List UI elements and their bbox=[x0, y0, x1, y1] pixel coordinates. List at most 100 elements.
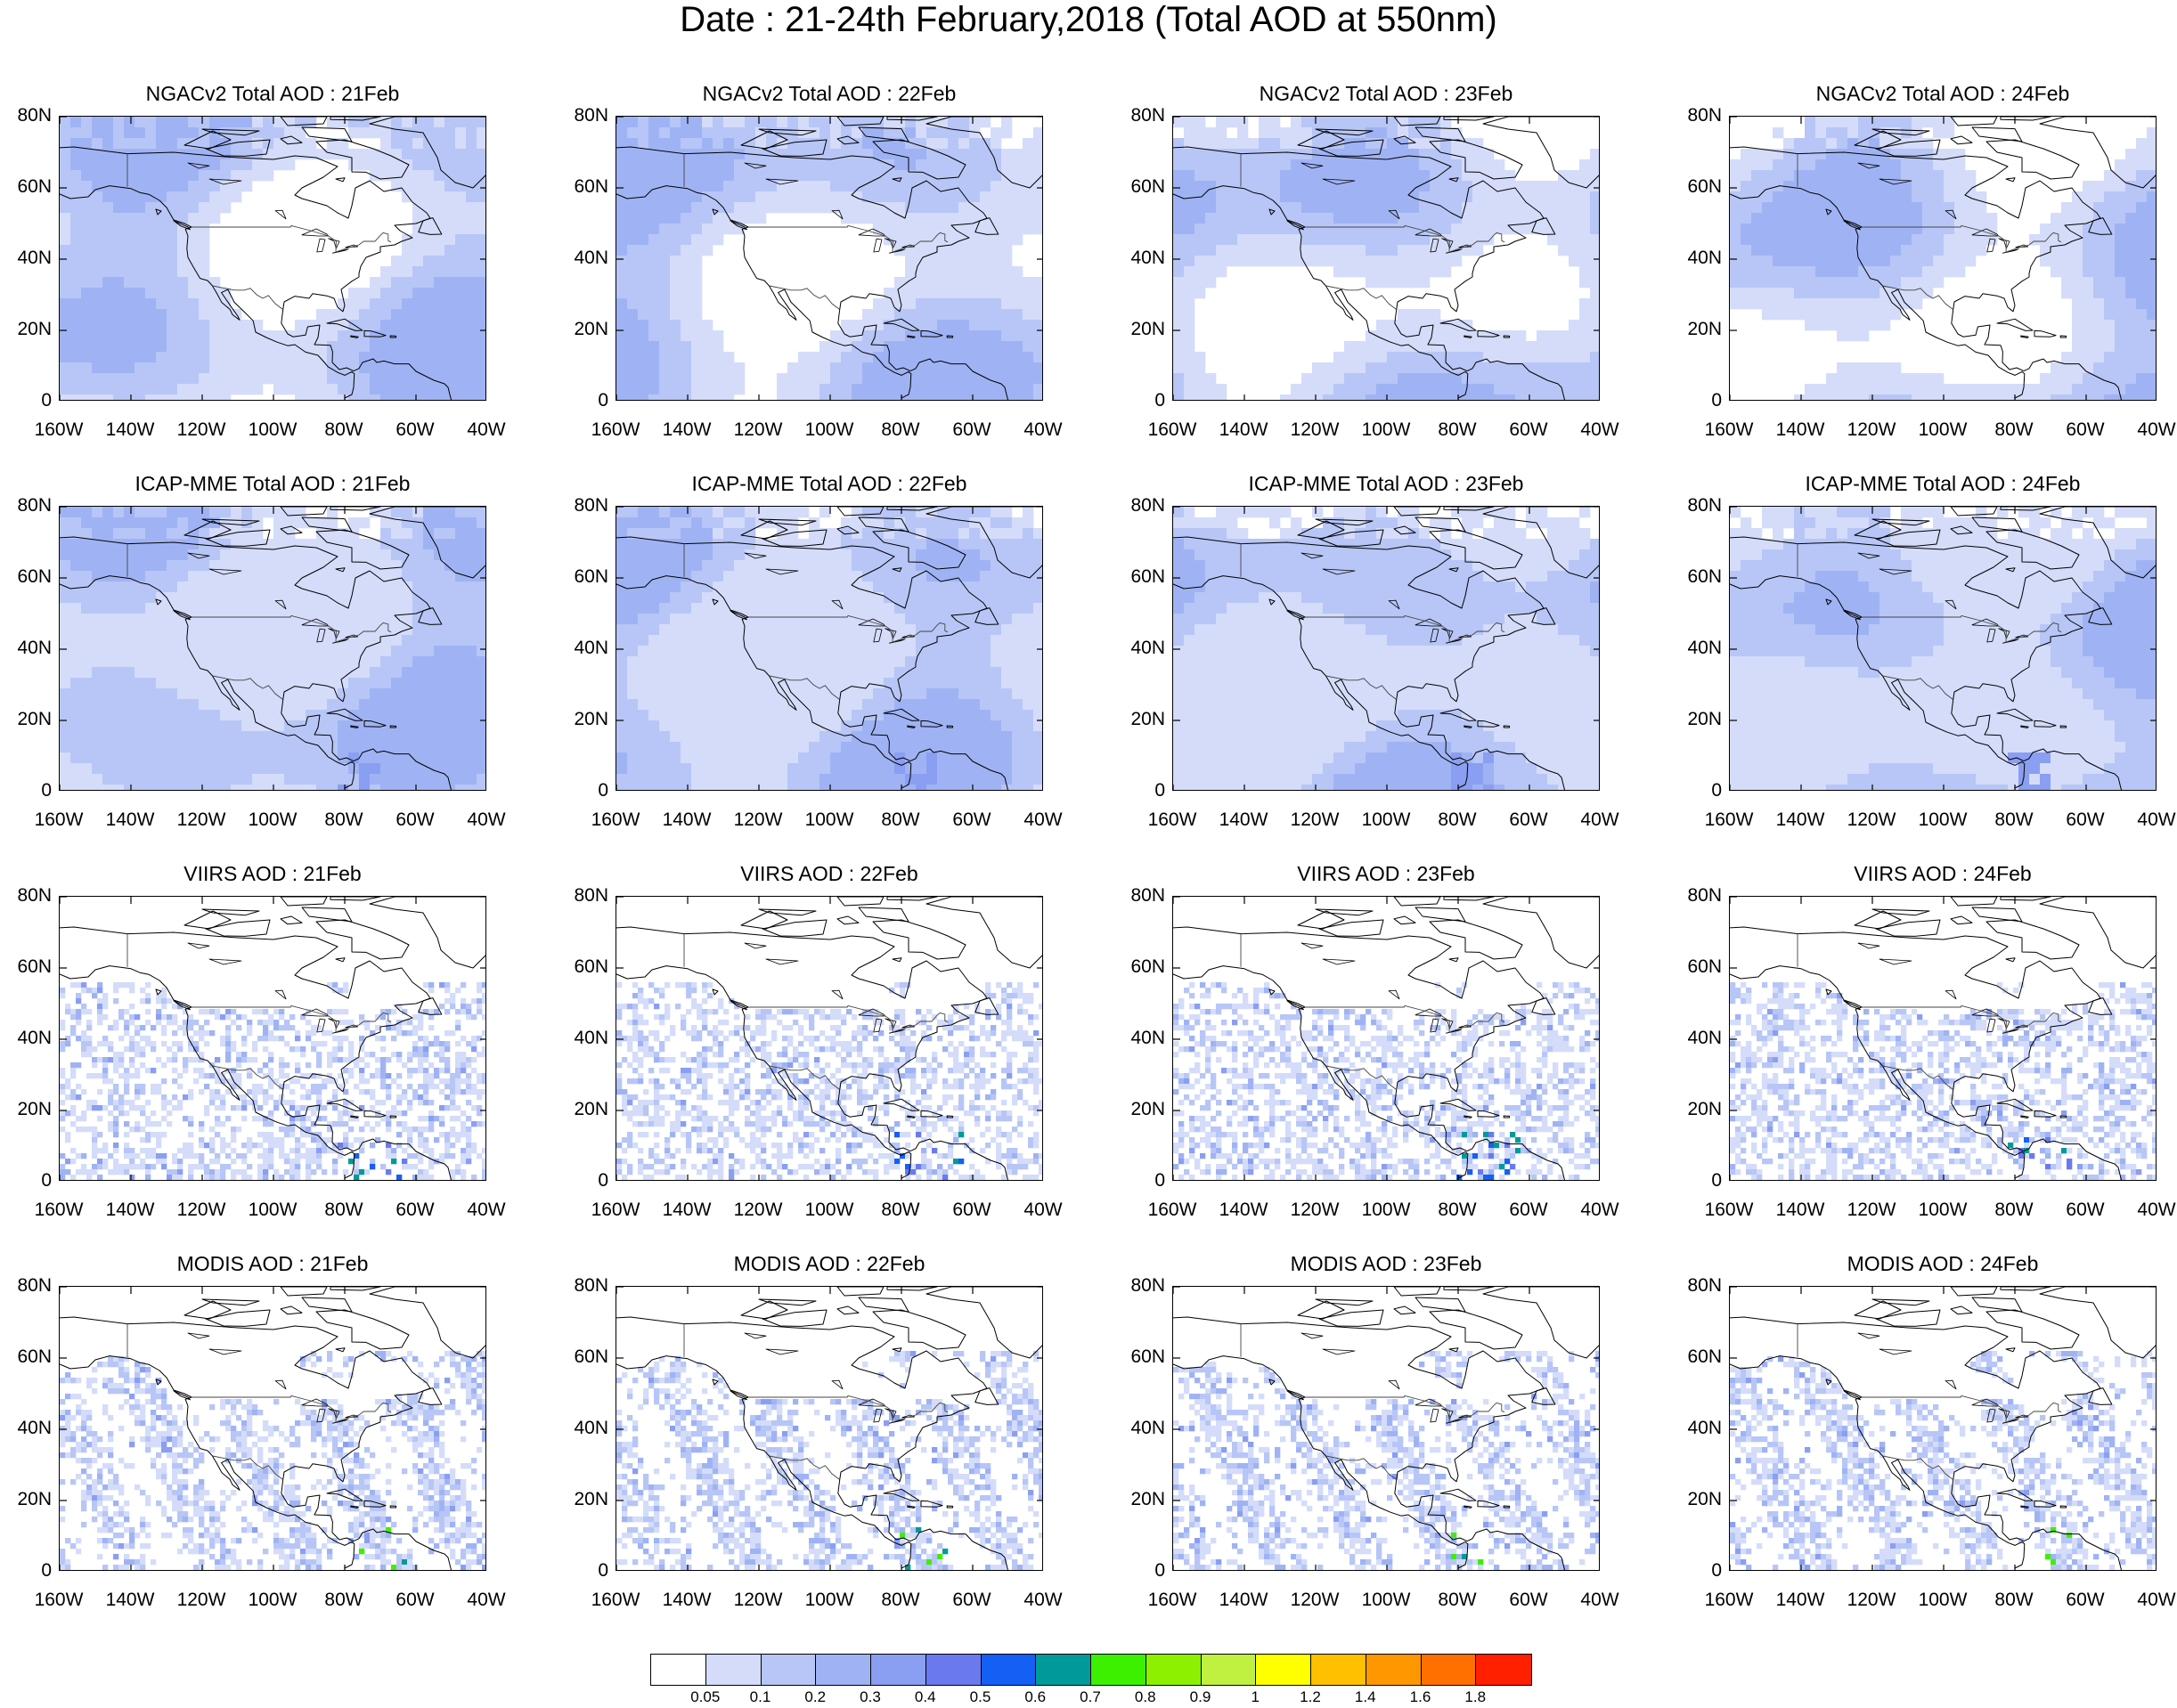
lat-tick-label: 0 bbox=[1711, 1560, 1722, 1581]
lon-tick-label: 80W bbox=[324, 1590, 363, 1610]
lon-tick-label: 140W bbox=[1775, 419, 1825, 440]
lon-tick-label: 60W bbox=[1509, 1200, 1548, 1220]
lon-tick-label: 140W bbox=[662, 419, 712, 440]
lat-tick-label: 80N bbox=[17, 105, 52, 126]
lon-tick-label: 120W bbox=[1847, 809, 1896, 830]
country-borders bbox=[1240, 153, 1505, 310]
lon-tick-label: 120W bbox=[1847, 419, 1896, 440]
lat-tick-label: 80N bbox=[1687, 885, 1722, 906]
lat-tick-label: 60N bbox=[17, 566, 52, 587]
lon-tick-label: 120W bbox=[1847, 1590, 1896, 1610]
map-canvas bbox=[1730, 1287, 2156, 1570]
lon-tick-label: 140W bbox=[1775, 1200, 1825, 1220]
lon-tick-label: 40W bbox=[1580, 1200, 1619, 1220]
lat-tick-label: 0 bbox=[1154, 1560, 1165, 1581]
country-borders bbox=[683, 933, 949, 1090]
lon-tick-label: 160W bbox=[1147, 419, 1197, 440]
colorbar-level-label: 0.9 bbox=[1189, 1688, 1211, 1705]
lat-tick-label: 0 bbox=[598, 1560, 608, 1581]
lat-tick-label: 0 bbox=[1154, 780, 1165, 801]
lat-tick-label: 40N bbox=[574, 1028, 608, 1048]
lon-tick-label: 160W bbox=[1147, 1590, 1197, 1610]
map-canvas bbox=[60, 1287, 485, 1570]
lon-tick-label: 80W bbox=[1994, 1590, 2034, 1610]
country-borders bbox=[1240, 543, 1505, 700]
lat-tick-label: 0 bbox=[1711, 1170, 1722, 1191]
aod-field bbox=[1173, 507, 1599, 790]
lon-tick-label: 160W bbox=[591, 419, 640, 440]
lat-tick-label: 80N bbox=[1130, 495, 1165, 516]
lat-tick-label: 20N bbox=[1130, 1099, 1165, 1119]
lon-tick-label: 80W bbox=[881, 1200, 920, 1220]
lon-tick-label: 160W bbox=[1704, 419, 1754, 440]
lon-tick-label: 160W bbox=[1704, 809, 1754, 830]
colorbar-swatch bbox=[1200, 1654, 1257, 1686]
panel-title: NGACv2 Total AOD : 23Feb bbox=[1259, 82, 1513, 105]
map-canvas bbox=[616, 507, 1042, 790]
lon-tick-label: 80W bbox=[324, 809, 363, 830]
lat-tick-label: 60N bbox=[574, 1346, 608, 1367]
coastlines bbox=[1730, 1287, 2156, 1570]
lon-tick-label: 60W bbox=[1509, 419, 1548, 440]
aod-map-panel bbox=[616, 896, 1043, 1181]
aod-map-panel bbox=[1729, 1286, 2157, 1571]
colorbar-level-label: 1.8 bbox=[1464, 1688, 1487, 1705]
lon-tick-label: 140W bbox=[1219, 1200, 1268, 1220]
colorbar-level-label: 0.5 bbox=[969, 1688, 991, 1705]
lon-tick-label: 60W bbox=[395, 809, 435, 830]
lat-tick-label: 80N bbox=[17, 495, 52, 516]
lat-tick-label: 20N bbox=[17, 709, 52, 729]
lat-tick-label: 0 bbox=[1154, 1170, 1165, 1191]
colorbar-swatch bbox=[925, 1654, 982, 1686]
lon-tick-label: 80W bbox=[1994, 419, 2034, 440]
colorbar-level-label: 0.3 bbox=[860, 1688, 881, 1705]
lat-tick-label: 40N bbox=[574, 248, 608, 268]
lat-tick-label: 40N bbox=[17, 1028, 52, 1048]
lon-tick-label: 160W bbox=[34, 1590, 84, 1610]
lat-tick-label: 0 bbox=[41, 1560, 52, 1581]
lat-tick-label: 40N bbox=[574, 638, 608, 658]
colorbar-swatch bbox=[1365, 1654, 1422, 1686]
lat-tick-label: 80N bbox=[574, 885, 608, 906]
map-canvas bbox=[60, 897, 485, 1180]
lon-tick-label: 60W bbox=[395, 1200, 435, 1220]
lat-tick-label: 60N bbox=[1687, 566, 1722, 587]
lat-tick-label: 20N bbox=[574, 319, 608, 339]
lon-tick-label: 100W bbox=[1918, 419, 1968, 440]
lon-tick-label: 40W bbox=[467, 419, 506, 440]
lon-tick-label: 120W bbox=[176, 1200, 226, 1220]
lon-tick-label: 120W bbox=[1847, 1200, 1896, 1220]
lat-tick-label: 20N bbox=[574, 1099, 608, 1119]
lon-tick-label: 80W bbox=[324, 419, 363, 440]
lon-tick-label: 40W bbox=[1023, 809, 1063, 830]
lat-tick-label: 60N bbox=[17, 176, 52, 197]
lon-tick-label: 40W bbox=[1580, 419, 1619, 440]
lat-tick-label: 20N bbox=[1687, 709, 1722, 729]
coastlines bbox=[616, 507, 1042, 790]
lon-tick-label: 60W bbox=[2066, 1590, 2105, 1610]
aod-field bbox=[60, 982, 485, 1180]
lon-tick-label: 140W bbox=[105, 419, 155, 440]
aod-map-panel bbox=[59, 506, 486, 791]
colorbar-swatch bbox=[1090, 1654, 1147, 1686]
lon-tick-label: 60W bbox=[952, 1590, 991, 1610]
lon-tick-label: 100W bbox=[1918, 1590, 1968, 1610]
lon-tick-label: 120W bbox=[1290, 809, 1340, 830]
lon-tick-label: 40W bbox=[2137, 809, 2176, 830]
panel-title: NGACv2 Total AOD : 22Feb bbox=[702, 82, 957, 105]
lon-tick-label: 120W bbox=[176, 809, 226, 830]
lat-tick-label: 0 bbox=[41, 390, 52, 411]
lon-tick-label: 140W bbox=[105, 809, 155, 830]
lon-tick-label: 80W bbox=[1994, 1200, 2034, 1220]
lon-tick-label: 40W bbox=[2137, 419, 2176, 440]
colorbar-swatch bbox=[980, 1654, 1037, 1686]
lat-tick-label: 20N bbox=[1687, 1099, 1722, 1119]
colorbar-level-label: 0.4 bbox=[914, 1688, 936, 1705]
lon-tick-label: 140W bbox=[1219, 419, 1268, 440]
map-canvas bbox=[1173, 1287, 1599, 1570]
coastlines bbox=[1730, 117, 2156, 400]
colorbar bbox=[650, 1654, 1532, 1686]
coastlines bbox=[1730, 507, 2156, 790]
lat-tick-label: 20N bbox=[574, 1489, 608, 1509]
map-canvas bbox=[1730, 117, 2156, 400]
